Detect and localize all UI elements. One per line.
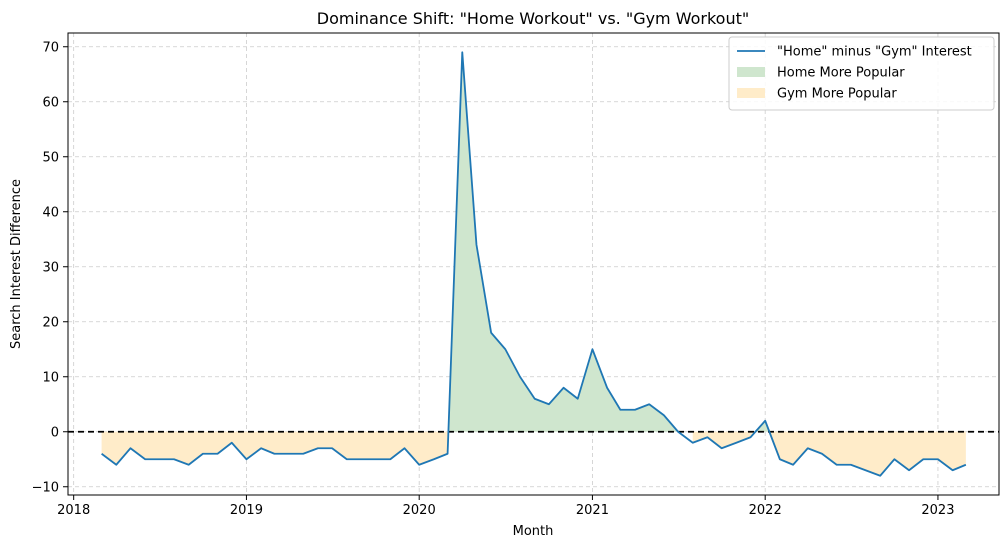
x-tick-label: 2023 <box>921 503 954 518</box>
fill-areas <box>101 52 966 476</box>
x-tick-label: 2019 <box>230 503 263 518</box>
legend-label: "Home" minus "Gym" Interest <box>777 45 972 60</box>
x-tick-label: 2020 <box>403 503 436 518</box>
y-axis-title: Search Interest Difference <box>9 179 24 349</box>
x-tick-label: 2022 <box>749 503 782 518</box>
legend: "Home" minus "Gym" Interest Home More Pop… <box>728 36 995 111</box>
legend-positive-swatch <box>737 67 765 77</box>
y-tick-label: 20 <box>42 315 59 330</box>
legend-label: Home More Popular <box>777 66 905 81</box>
gym-more-popular-area <box>769 431 966 476</box>
y-tick-label: 50 <box>42 150 59 165</box>
x-axis-title: Month <box>513 524 554 539</box>
ticks: 2018 2019 2020 2021 2022 2023 −10 0 10 20 30 40 50 60… <box>32 40 955 518</box>
x-tick-label: 2021 <box>576 503 609 518</box>
legend-negative-swatch <box>737 88 765 98</box>
legend-box <box>728 36 995 111</box>
plot-frame <box>67 32 1000 496</box>
y-tick-label: 10 <box>42 370 59 385</box>
home-more-popular-area <box>448 52 679 432</box>
x-tick-label: 2018 <box>57 503 90 518</box>
y-tick-label: 30 <box>42 260 59 275</box>
y-tick-label: 40 <box>42 205 59 220</box>
gym-more-popular-area <box>692 431 756 449</box>
y-tick-label: 0 <box>51 425 59 440</box>
gym-more-popular-area <box>101 431 449 465</box>
y-tick-label: 60 <box>42 95 59 110</box>
legend-label: Gym More Popular <box>777 87 897 102</box>
y-tick-label: −10 <box>32 480 59 495</box>
chart-title: Dominance Shift: "Home Workout" vs. "Gym… <box>317 9 749 28</box>
series-line-layer <box>101 51 967 477</box>
y-tick-label: 70 <box>42 40 59 55</box>
